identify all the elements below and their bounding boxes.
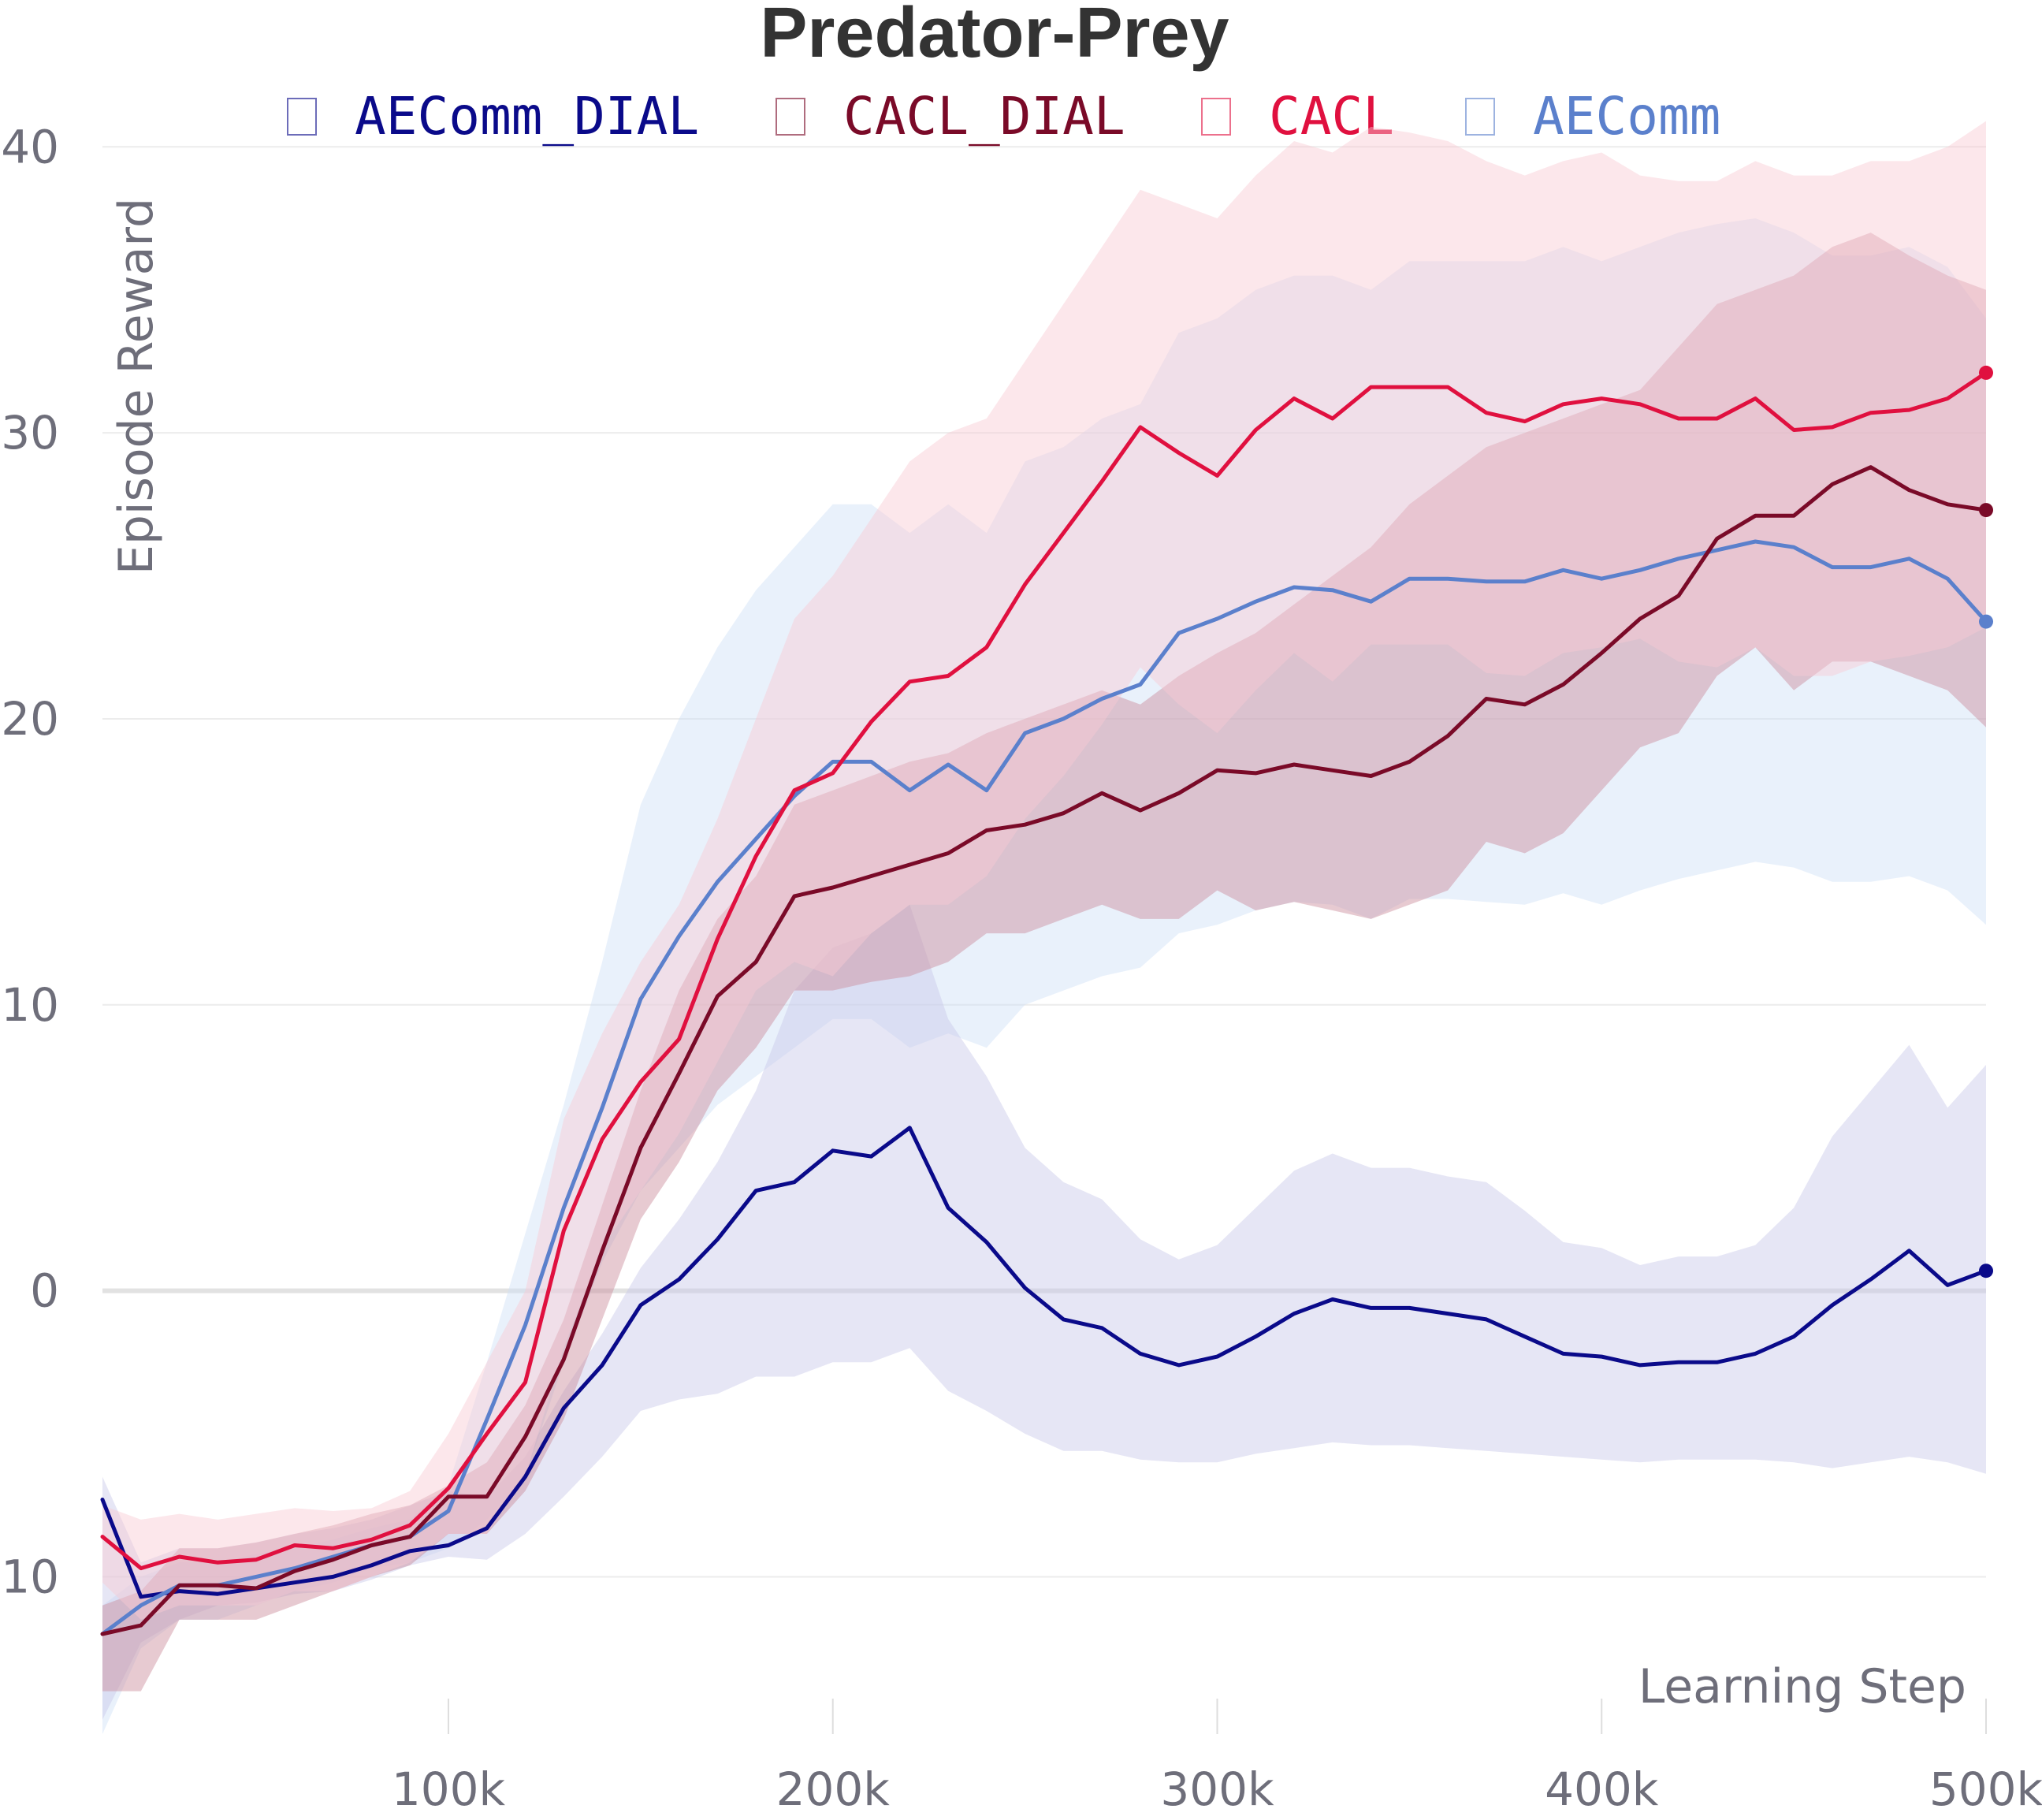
legend: AEComm_DIAL CACL_DIAL CACL AEComm	[287, 86, 1720, 147]
x-tick-label-1: 200k	[776, 1762, 891, 1816]
y-tick-label-4: 30	[1, 406, 59, 460]
legend-swatch-aecomm	[1465, 98, 1495, 136]
legend-swatch-cacl-dial	[776, 98, 805, 136]
endpoint-aecomm-dial	[1979, 1264, 1993, 1278]
y-tick-label-2: 10	[1, 978, 59, 1032]
x-axis-ticks: 100k 200k 300k 400k 500k	[392, 1762, 2042, 1816]
legend-label-aecomm: AEComm	[1533, 86, 1720, 147]
line-cacl-dial	[100, 465, 1988, 1636]
legend-item-aecomm[interactable]: AEComm	[1465, 86, 1720, 147]
series-lines	[100, 370, 1988, 1636]
y-tick-label-1: 0	[30, 1264, 59, 1318]
x-tick-label-4: 500k	[1929, 1762, 2042, 1816]
legend-item-cacl[interactable]: CACL	[1201, 86, 1394, 147]
x-tick-label-3: 400k	[1545, 1762, 1659, 1816]
y-tick-label-0: 10	[1, 1550, 59, 1603]
endpoint-aecomm	[1979, 614, 1993, 629]
legend-item-aecomm-dial[interactable]: AEComm_DIAL	[287, 86, 699, 147]
legend-label-cacl: CACL	[1269, 86, 1394, 147]
confidence-bands	[102, 121, 1986, 1734]
line-aecomm-dial	[100, 1126, 1988, 1599]
x-tick-label-0: 100k	[392, 1762, 506, 1816]
legend-item-cacl-dial[interactable]: CACL_DIAL	[776, 86, 1125, 147]
x-tick-label-2: 300k	[1160, 1762, 1274, 1816]
legend-swatch-cacl	[1201, 98, 1231, 136]
legend-label-cacl-dial: CACL_DIAL	[843, 86, 1125, 147]
band-cacl	[102, 121, 1986, 1620]
y-tick-label-3: 20	[1, 692, 59, 746]
grid	[102, 146, 1987, 1734]
end-points	[1979, 365, 1993, 1278]
legend-label-aecomm-dial: AEComm_DIAL	[355, 86, 699, 147]
legend-swatch-aecomm-dial	[287, 98, 317, 136]
endpoint-cacl	[1979, 365, 1993, 380]
x-axis-label: Learning Step	[1638, 1659, 1966, 1714]
y-axis-ticks: 10 0 10 20 30 40	[1, 120, 59, 1603]
line-cacl	[100, 370, 1988, 1571]
y-axis-label: Episode Reward	[109, 198, 164, 575]
y-tick-label-5: 40	[1, 120, 59, 173]
chart-title: Predator-Prey	[760, 0, 1229, 73]
endpoint-cacl-dial	[1979, 503, 1993, 518]
band-aecomm-dial	[102, 904, 1986, 1720]
band-aecomm	[102, 218, 1986, 1734]
